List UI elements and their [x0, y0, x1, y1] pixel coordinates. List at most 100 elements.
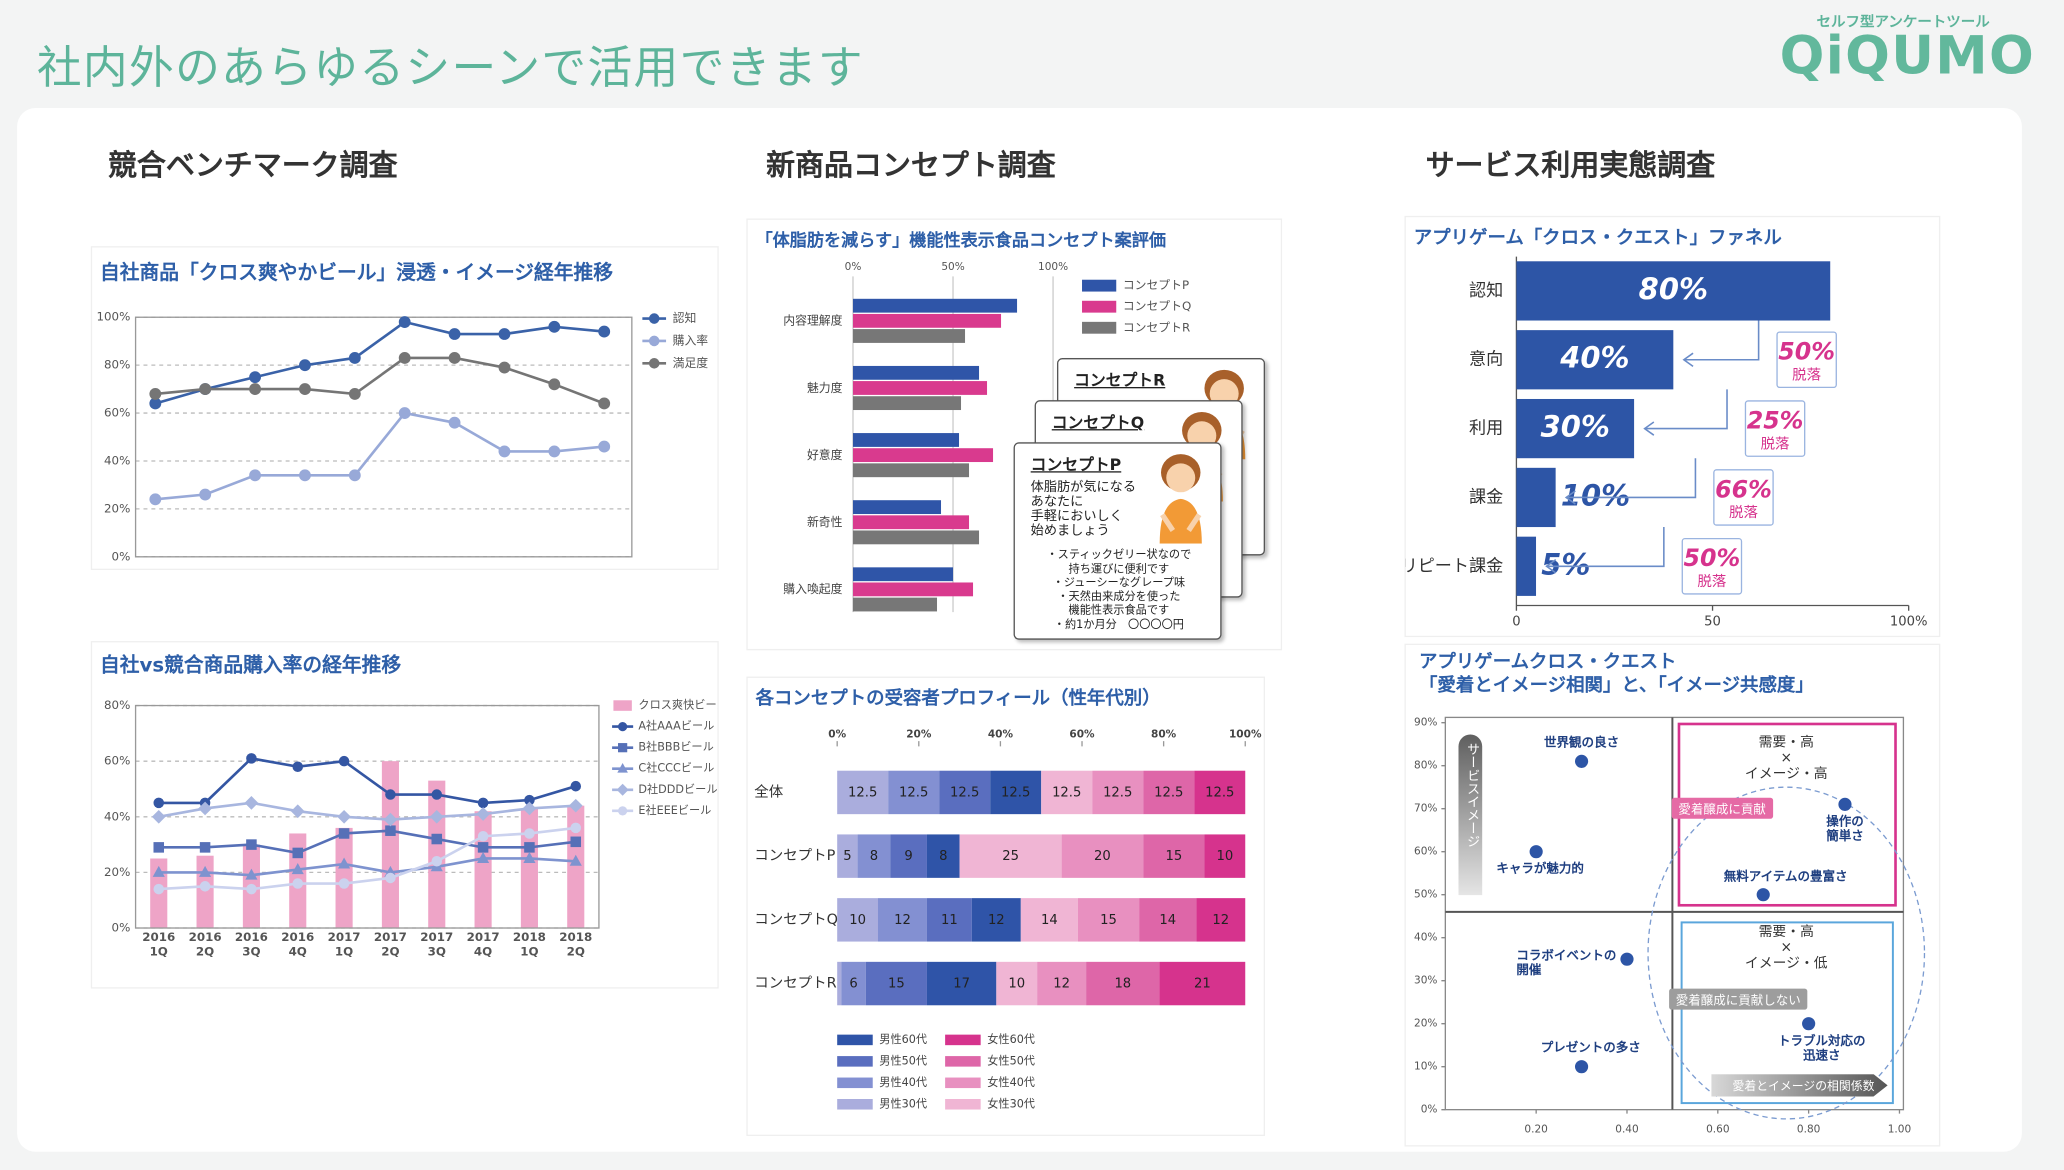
legend-swatch — [837, 1056, 873, 1067]
arrow-head — [1564, 490, 1576, 505]
marker — [477, 797, 489, 809]
legend-swatch — [1082, 279, 1117, 292]
y-tick-label: 20% — [104, 865, 130, 879]
y-tick-label: 60% — [104, 406, 130, 420]
point-label: プレゼントの多さ — [1540, 1041, 1641, 1057]
bar-segment — [1077, 898, 1140, 942]
legend-swatch — [1082, 321, 1117, 334]
legend-swatch — [837, 1034, 873, 1046]
bar — [1516, 467, 1556, 528]
bar-segment — [877, 898, 927, 942]
bar — [852, 530, 980, 545]
x-tick-label: 0.20 — [1524, 1123, 1547, 1135]
bar — [428, 780, 446, 929]
x-tick-label: 50 — [1704, 614, 1721, 629]
x-tick-label: 2016 4Q — [281, 931, 315, 960]
bar-segment — [939, 770, 991, 815]
body — [1159, 498, 1202, 544]
legend-swatch — [945, 1077, 981, 1089]
dropout-value: 50% — [1778, 338, 1835, 366]
marker — [431, 856, 443, 867]
bar — [852, 515, 970, 530]
chart: 0% 20% 40% 60% 80% クロス爽快ビール A社AAAビール B社BBBビール C社… — [104, 698, 717, 934]
plot-frame — [1444, 716, 1905, 1111]
x-tick-label: 0 — [1512, 614, 1520, 629]
marker — [477, 842, 489, 853]
chart-title: 各コンセプトの受容者プロフィール（性年代別） — [755, 688, 1161, 710]
marker — [292, 878, 304, 889]
marker — [616, 783, 629, 796]
marker — [498, 445, 511, 458]
card-title: コンセプトR — [1074, 371, 1166, 390]
bar — [852, 396, 962, 411]
arrow-head — [1545, 559, 1557, 574]
bar — [1516, 536, 1537, 596]
series-line — [158, 829, 576, 855]
x-tick-label: 60% — [1069, 729, 1095, 741]
marker — [548, 320, 561, 333]
value-label: 6 — [849, 977, 857, 992]
dropout-box — [1744, 400, 1806, 457]
marker — [385, 872, 396, 884]
x-tick-label: 100% — [1038, 261, 1068, 273]
face — [1166, 463, 1196, 493]
bar-segment — [990, 770, 1042, 815]
bar — [852, 500, 942, 515]
legend-label: 女性30代 — [987, 1096, 1035, 1110]
card-title: コンセプトQ — [1051, 413, 1145, 432]
bar — [474, 811, 492, 929]
y-tick-label: 80% — [1414, 760, 1437, 772]
bar-segment — [837, 834, 858, 878]
value-label: 15 — [1100, 913, 1117, 928]
legend-label: 認知 — [673, 311, 697, 325]
dropout-label: 脱落 — [1697, 573, 1726, 590]
point-label: 操作の 簡単さ — [1826, 814, 1864, 844]
value-label: 15 — [888, 977, 905, 992]
marker — [498, 361, 511, 374]
marker — [292, 761, 304, 772]
marker — [524, 794, 535, 806]
y-tick-label: 30% — [1414, 975, 1437, 987]
marker — [338, 828, 350, 839]
marker — [617, 762, 628, 773]
marker — [348, 352, 361, 364]
marker — [618, 806, 628, 816]
y-tick-label: 0% — [1421, 1104, 1438, 1116]
bar — [852, 313, 1002, 328]
card-bullets: ・スティックゼリー状なので 持ち運びに便利です ・ジューシーなグレープ味 ・天然… — [1046, 548, 1192, 632]
marker — [570, 822, 582, 834]
series-line — [158, 857, 576, 877]
marker — [398, 407, 411, 419]
x-tick-label: 2017 2Q — [373, 931, 407, 960]
x-tick-label: 20% — [906, 729, 932, 741]
value-label: 15 — [1165, 849, 1182, 864]
marker — [153, 842, 165, 853]
point — [1802, 1017, 1816, 1031]
value-label: 12.5 — [1205, 785, 1234, 800]
bar-segment — [1037, 961, 1087, 1006]
marker — [548, 445, 561, 458]
marker — [199, 842, 211, 853]
chart-panel: 0% 10% 20% 30% 40% 50% 60% 70% 80% 90% 0.20 0.40 0.6… — [1405, 645, 1939, 1146]
value-label: 30% — [1541, 410, 1610, 444]
marker — [299, 469, 311, 482]
category-label: 全体 — [754, 782, 783, 800]
dropout-value: 66% — [1715, 475, 1772, 503]
y-tick-label: 60% — [1414, 846, 1437, 858]
marker — [522, 801, 537, 816]
category-label: リピート課金 — [1406, 556, 1503, 576]
category-label: 好意度 — [807, 448, 843, 462]
arms — [1160, 513, 1202, 532]
legend-label: 女性50代 — [987, 1053, 1035, 1067]
marker — [249, 383, 261, 396]
marker — [299, 383, 311, 396]
point-label: トラブル対応の 迅速さ — [1778, 1034, 1866, 1064]
marker — [246, 753, 257, 764]
value-label: 12 — [988, 913, 1005, 928]
card-body: 体脂肪が気になる あなたに 手軽においしく 始めましょう — [1030, 480, 1136, 539]
bar-segment — [996, 961, 1038, 1006]
series-line — [158, 826, 576, 891]
x-tick-label: 0.80 — [1797, 1123, 1820, 1135]
bar-segment — [1143, 834, 1205, 878]
point — [1838, 797, 1852, 811]
